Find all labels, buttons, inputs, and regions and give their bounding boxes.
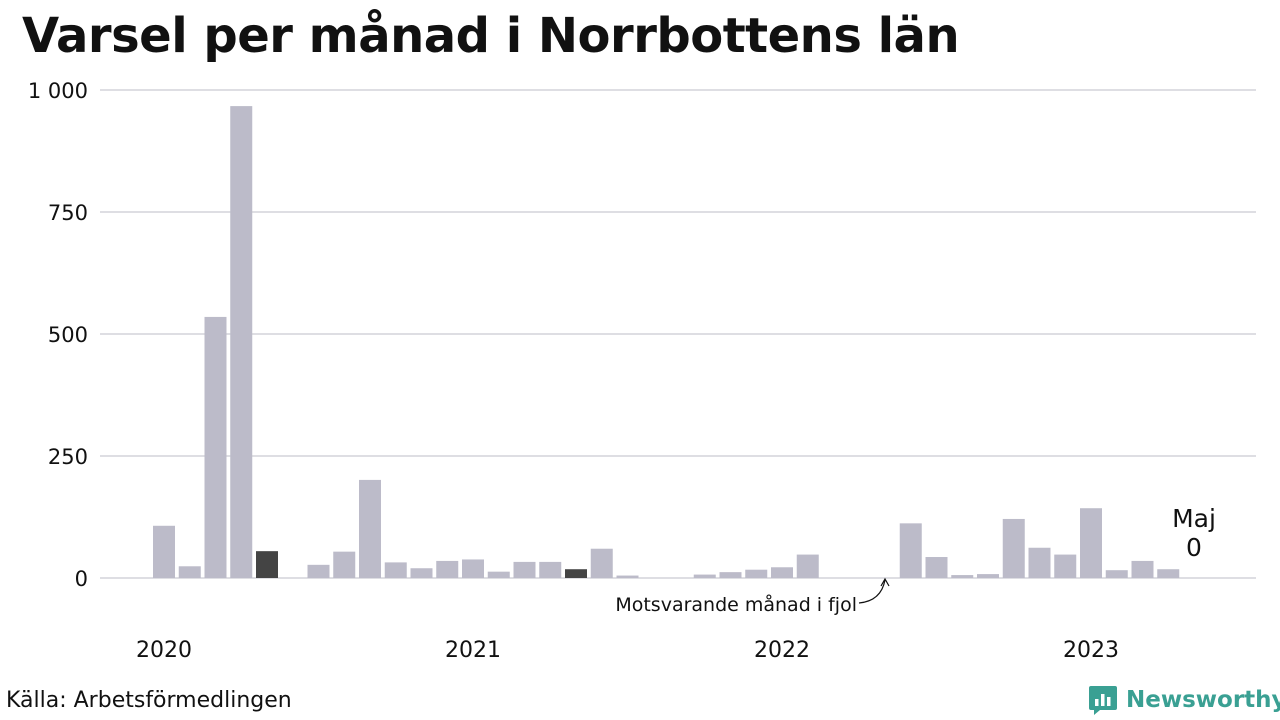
bar xyxy=(899,523,922,578)
y-tick-label: 750 xyxy=(48,201,88,225)
bar xyxy=(1054,554,1077,578)
y-axis-ticks: 0 250 500 750 1 000 xyxy=(28,79,88,591)
bar xyxy=(616,575,639,578)
bar xyxy=(693,574,716,578)
bar xyxy=(178,566,201,578)
bar xyxy=(384,562,407,578)
bar xyxy=(256,551,278,578)
brand-name: Newsworthy xyxy=(1126,687,1280,713)
x-tick-label: 2020 xyxy=(136,638,192,663)
bar xyxy=(436,560,459,578)
x-tick-label: 2022 xyxy=(754,638,810,663)
newsworthy-logo-icon xyxy=(1089,686,1117,715)
bar xyxy=(745,569,768,578)
bar xyxy=(1002,518,1025,578)
bar xyxy=(204,316,227,578)
bar xyxy=(410,568,433,578)
note-arrowhead xyxy=(880,577,890,587)
y-tick-label: 0 xyxy=(75,567,88,591)
gridlines xyxy=(100,89,1256,579)
bar xyxy=(925,557,948,578)
x-axis-ticks: 2020 2021 2022 2023 xyxy=(136,638,1119,663)
source-label: Källa: Arbetsförmedlingen xyxy=(6,688,292,713)
chart-title: Varsel per månad i Norrbottens län xyxy=(22,8,960,64)
bar xyxy=(513,561,536,578)
bar xyxy=(1131,560,1154,578)
bar xyxy=(487,571,510,578)
bar xyxy=(1028,547,1051,578)
bar xyxy=(1157,569,1180,578)
bar xyxy=(796,554,819,578)
bar xyxy=(230,106,253,578)
y-tick-label: 500 xyxy=(48,323,88,347)
brand-logo[interactable]: Newsworthy xyxy=(1088,684,1280,716)
bar xyxy=(307,564,330,578)
bars xyxy=(153,106,1180,578)
last-month-value: 0 xyxy=(1186,533,1202,562)
y-tick-label: 1 000 xyxy=(28,79,88,103)
bar xyxy=(539,561,562,578)
bar xyxy=(590,548,613,578)
x-tick-label: 2023 xyxy=(1063,638,1119,663)
bar xyxy=(153,525,175,578)
bar xyxy=(565,569,587,578)
bar xyxy=(1080,508,1102,578)
bar xyxy=(359,479,381,578)
bar xyxy=(1105,570,1128,578)
bar xyxy=(333,551,356,578)
bar xyxy=(462,559,484,578)
bar xyxy=(977,574,999,578)
x-tick-label: 2021 xyxy=(445,638,501,663)
bar xyxy=(951,575,974,578)
last-month-label: Maj xyxy=(1172,504,1216,533)
bar xyxy=(719,572,742,578)
note-arrow xyxy=(858,579,886,604)
y-tick-label: 250 xyxy=(48,445,88,469)
previous-year-note: Motsvarande månad i fjol xyxy=(615,593,857,616)
bar xyxy=(771,567,793,578)
